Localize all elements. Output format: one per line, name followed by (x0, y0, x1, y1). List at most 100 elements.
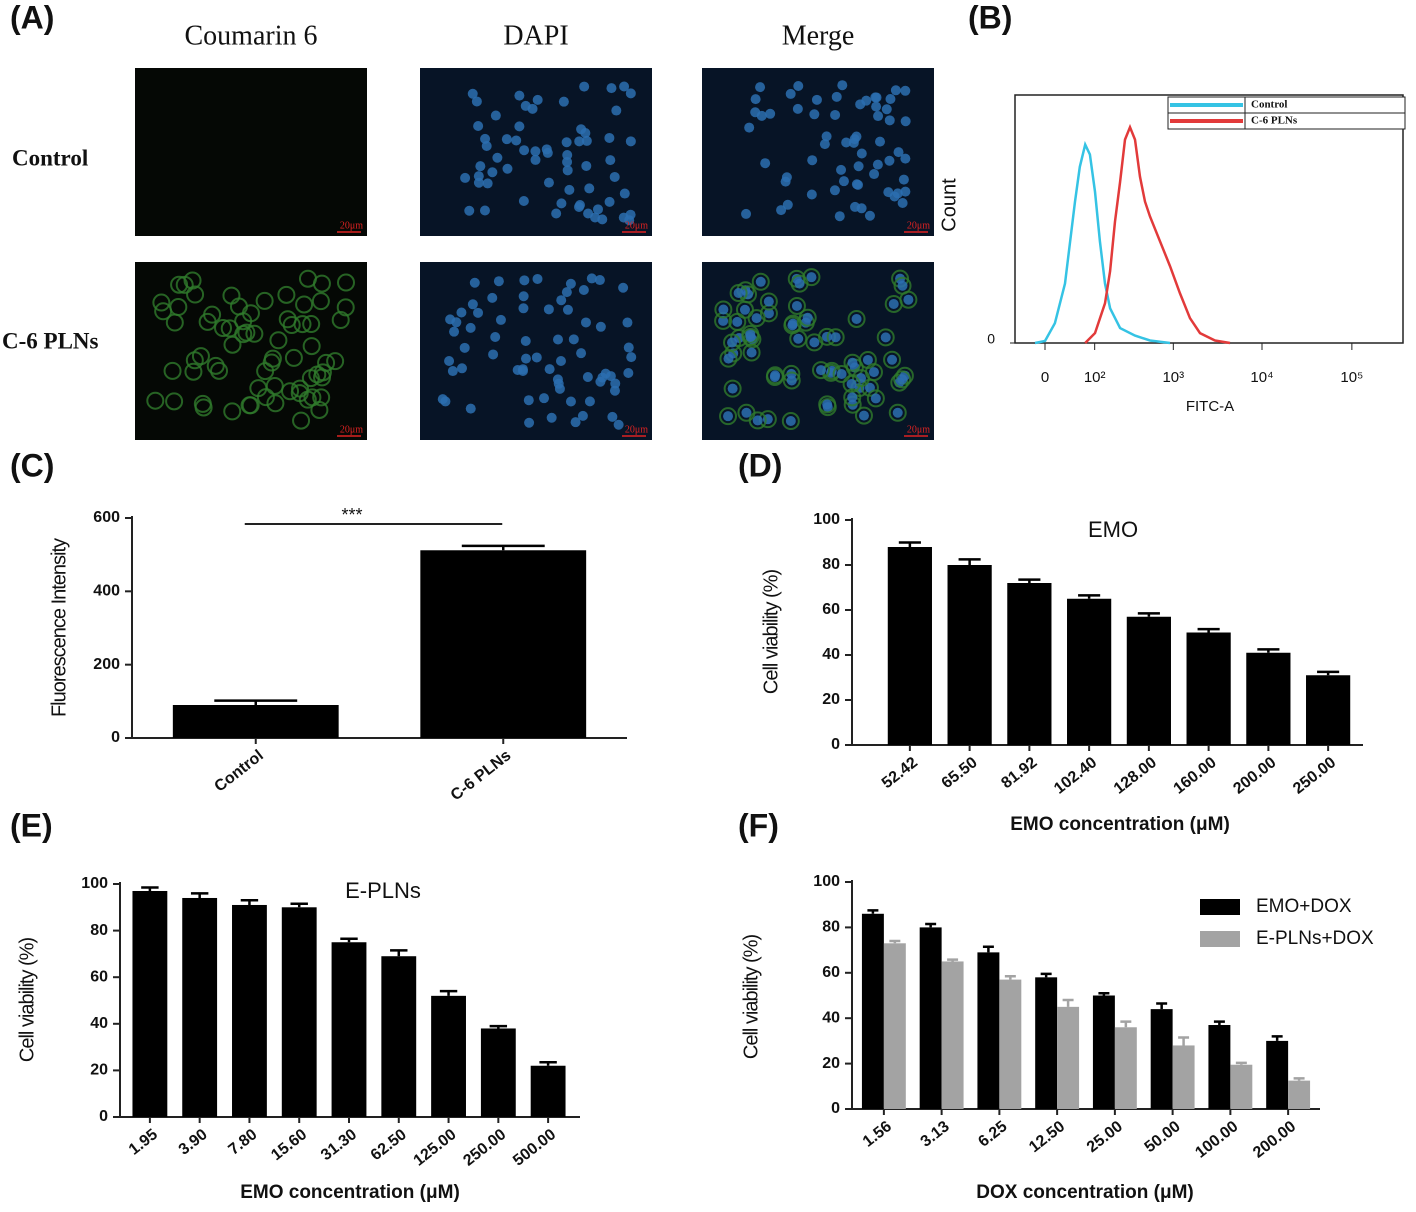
error-bar (439, 989, 458, 996)
y-tick-label: 400 (93, 583, 120, 600)
x-tick-label: 160.00 (1171, 754, 1220, 798)
cell-membrane (714, 300, 733, 319)
y-axis-label: Cell viability (%) (740, 935, 762, 1060)
panel-label: (B) (968, 0, 1012, 35)
nucleus (551, 208, 562, 219)
nucleus (465, 403, 476, 414)
nucleus (467, 88, 478, 99)
nucleus (495, 314, 506, 325)
y-tick-label: 0 (111, 729, 120, 746)
y-axis-label: Fluorescence Intensity (48, 538, 70, 717)
cell-membrane (723, 379, 742, 398)
cell-membrane (847, 309, 866, 328)
bar (1067, 598, 1112, 745)
error-bar (1078, 594, 1101, 599)
error-bar (1137, 612, 1160, 617)
histogram-line (1084, 123, 1231, 345)
nucleus (613, 419, 624, 430)
scale-bar-label: 20μm (625, 220, 648, 231)
bar (947, 565, 992, 745)
error-bar (867, 909, 879, 914)
y-tick-label: 60 (822, 601, 840, 618)
x-tick-label: 200.00 (1250, 1118, 1299, 1162)
nucleus (893, 147, 904, 158)
nucleus (862, 354, 873, 365)
nucleus (750, 94, 761, 105)
nucleus (523, 395, 534, 406)
panel-label: (A) (10, 0, 54, 35)
cell-membrane (741, 327, 760, 346)
x-tick-label: 250.00 (1290, 754, 1339, 798)
nucleus (465, 322, 476, 333)
nucleus (623, 342, 634, 353)
nucleus (546, 412, 557, 423)
error-bar (925, 922, 937, 928)
nucleus (473, 121, 484, 132)
nucleus (780, 176, 791, 187)
column-header: Coumarin 6 (185, 20, 318, 51)
row-label: C-6 PLNs (2, 328, 99, 353)
cell-membrane (298, 269, 317, 288)
nucleus (625, 88, 636, 99)
nucleus (834, 211, 845, 222)
nucleus (625, 136, 636, 147)
nucleus (469, 277, 480, 288)
error-bar (1004, 974, 1016, 980)
nucleus (594, 275, 605, 286)
cell-membrane (864, 363, 883, 382)
cell-membrane (782, 371, 801, 390)
error-bar (982, 945, 994, 953)
cell-membrane (269, 331, 288, 350)
error-bar (141, 886, 159, 891)
bar (480, 1028, 516, 1117)
x-tick-label: 100.00 (1192, 1118, 1241, 1162)
bar (281, 907, 317, 1117)
error-bar (539, 1060, 557, 1066)
cell-membrane (866, 389, 885, 408)
x-tick-label: 1.95 (126, 1126, 161, 1159)
nucleus (875, 136, 886, 147)
nucleus (871, 101, 882, 112)
nucleus (822, 399, 833, 410)
cell-membrane (277, 285, 296, 304)
nucleus (819, 139, 830, 150)
error-bar (1040, 972, 1052, 978)
error-bar (1213, 1020, 1225, 1026)
nucleus (556, 295, 567, 306)
nucleus (897, 280, 908, 291)
cell-membrane (184, 362, 203, 381)
bar (1150, 1009, 1173, 1109)
cell-membrane (214, 319, 233, 338)
cell-membrane (317, 353, 336, 372)
x-axis-label: DOX concentration (μM) (976, 1182, 1193, 1203)
error-bar (947, 958, 959, 962)
cell-membrane (751, 272, 770, 291)
nucleus (873, 111, 884, 122)
nucleus (755, 82, 766, 93)
nucleus (900, 153, 911, 164)
nucleus (544, 364, 555, 375)
bar (1208, 1025, 1231, 1109)
legend-label: EMO+DOX (1256, 896, 1352, 917)
nucleus (900, 186, 911, 197)
nucleus (487, 292, 498, 303)
nucleus (520, 336, 531, 347)
cell-membrane (766, 366, 785, 385)
y-tick-label: 200 (93, 656, 120, 673)
nucleus (580, 317, 591, 328)
nucleus (561, 137, 572, 148)
y-tick-label: 40 (90, 1015, 108, 1032)
nucleus (880, 332, 891, 343)
nucleus (883, 187, 894, 198)
nucleus (868, 367, 879, 378)
bar (1057, 1006, 1080, 1109)
y-axis-label: Cell viability (%) (760, 570, 782, 695)
error-bar (898, 541, 921, 547)
panel-label: (D) (738, 447, 782, 483)
nucleus (785, 88, 796, 99)
significance-label: *** (341, 505, 362, 525)
cell-membrane (783, 316, 802, 335)
nucleus (809, 109, 820, 120)
nucleus (829, 185, 840, 196)
